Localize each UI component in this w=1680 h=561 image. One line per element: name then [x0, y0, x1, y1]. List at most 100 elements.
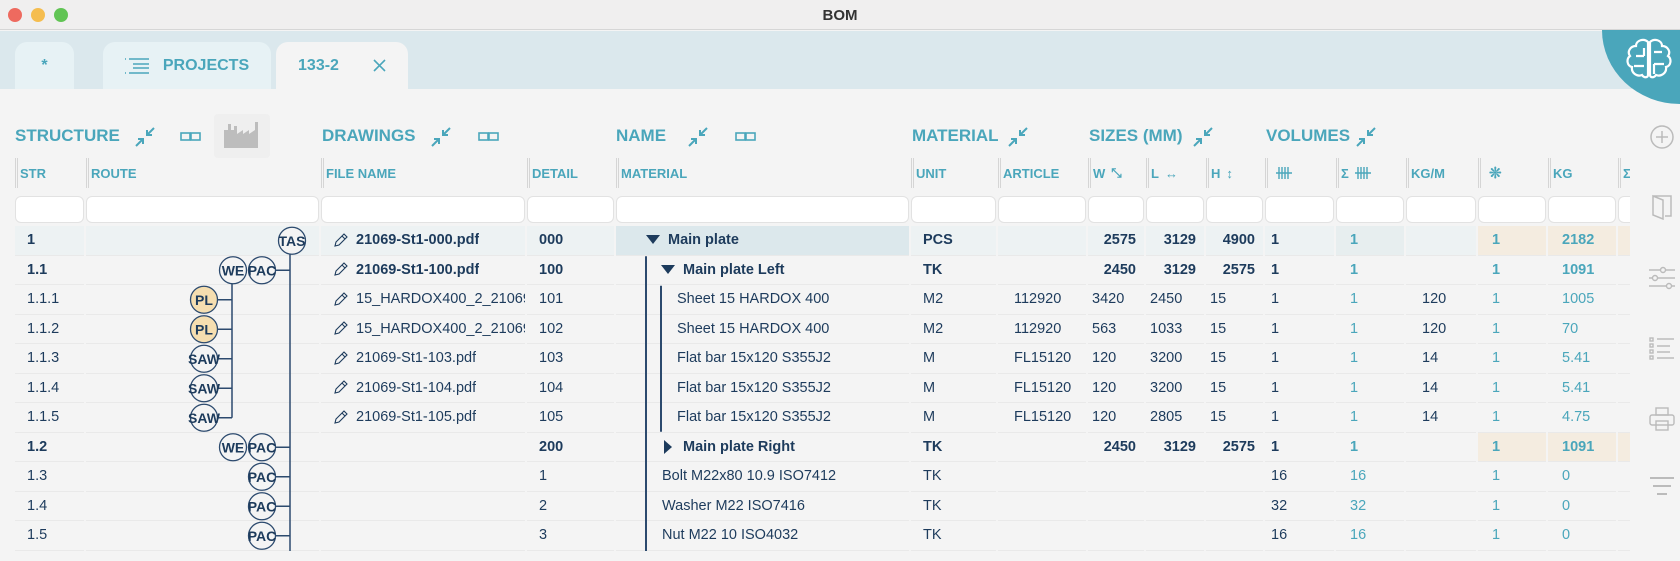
table-row[interactable]: 1 21069-St1-000.pdf 000 Main plate PCS 2… [15, 226, 1630, 256]
add-circle-icon[interactable] [1649, 124, 1675, 150]
checklist-icon[interactable] [1649, 336, 1675, 362]
file-name[interactable]: 15_HARDOX400_2_21069-St1-101.pdf [356, 291, 525, 308]
pencil-icon[interactable] [333, 232, 348, 248]
maximize-window-button[interactable] [54, 8, 68, 22]
column-filter-input[interactable] [321, 196, 525, 223]
column-header[interactable]: KG/M [1406, 158, 1476, 188]
file-name-cell[interactable] [321, 491, 525, 521]
name-cell[interactable]: Washer M22 ISO7416 [616, 491, 909, 521]
column-header[interactable]: W ⤡ [1088, 158, 1144, 188]
file-name[interactable]: 21069-St1-104.pdf [356, 379, 477, 396]
column-filter-input[interactable] [1406, 196, 1476, 223]
pencil-icon[interactable] [333, 291, 348, 307]
name-cell[interactable]: Flat bar 15x120 S355J2 [616, 344, 909, 374]
pencil-icon[interactable] [333, 262, 348, 277]
file-name-cell[interactable]: 21069-St1-100.pdf [321, 255, 525, 285]
collapsed-triangle-icon[interactable] [661, 439, 675, 454]
sliders-icon[interactable] [1649, 265, 1675, 291]
table-row[interactable]: 1.1 21069-St1-100.pdf 100 Main plate Lef… [15, 255, 1630, 285]
column-filter-input[interactable] [1478, 196, 1546, 223]
pencil-icon[interactable] [333, 409, 348, 425]
collapse-icon[interactable] [1192, 126, 1214, 148]
column-header[interactable]: ❊ [1478, 158, 1546, 188]
table-row[interactable]: 1.1.1 15_HARDOX400_2_21069-St1-101.pdf 1… [15, 285, 1630, 315]
name-cell[interactable]: Main plate Right [616, 432, 909, 462]
column-filter-input[interactable] [15, 196, 84, 223]
file-name-cell[interactable]: 21069-St1-104.pdf [321, 373, 525, 403]
collapse-icon[interactable] [134, 126, 156, 148]
tab-projects[interactable]: PROJECTS [103, 42, 271, 89]
column-header[interactable]: STR [15, 158, 84, 188]
name-cell[interactable]: Main plate [616, 226, 909, 256]
printer-icon[interactable] [1649, 406, 1675, 432]
file-name-cell[interactable]: 21069-St1-103.pdf [321, 344, 525, 374]
column-filter-input[interactable] [1548, 196, 1616, 223]
pencil-icon[interactable] [333, 380, 348, 395]
column-header[interactable]: FILE NAME [321, 158, 525, 188]
column-header[interactable]: MATERIAL [616, 158, 909, 188]
column-header[interactable]: KG [1548, 158, 1616, 188]
split-view-icon[interactable] [478, 126, 500, 148]
file-name-cell[interactable] [321, 432, 525, 462]
column-header[interactable]: ARTICLE [998, 158, 1086, 188]
tab-star[interactable]: * [15, 42, 74, 89]
column-filter-input[interactable] [911, 196, 996, 223]
column-filter-input[interactable] [1146, 196, 1204, 223]
column-filter-input[interactable] [1088, 196, 1144, 223]
expand-triangle-icon[interactable] [661, 264, 675, 275]
file-name-cell[interactable]: 21069-St1-105.pdf [321, 403, 525, 433]
column-header[interactable]: Σ [1336, 158, 1404, 188]
table-row[interactable]: 1.1.5 21069-St1-105.pdf 105 Flat bar 15x… [15, 403, 1630, 433]
file-name-cell[interactable] [321, 521, 525, 551]
brain-logo-button[interactable] [1602, 30, 1680, 104]
expand-triangle-icon[interactable] [646, 235, 660, 245]
tab-133-2[interactable]: 133-2 [276, 42, 408, 89]
column-header[interactable]: DETAIL [527, 158, 614, 188]
split-view-icon[interactable] [180, 126, 202, 148]
column-filter-input[interactable] [86, 196, 319, 223]
column-filter-input[interactable] [998, 196, 1086, 223]
name-cell[interactable]: Nut M22 10 ISO4032 [616, 521, 909, 551]
name-cell[interactable]: Flat bar 15x120 S355J2 [616, 373, 909, 403]
name-cell[interactable]: Main plate Left [616, 255, 909, 285]
file-name-cell[interactable] [321, 462, 525, 492]
collapse-icon[interactable] [687, 126, 709, 148]
column-header[interactable]: H ↕ [1206, 158, 1263, 188]
column-filter-input[interactable] [616, 196, 909, 223]
filter-lines-icon[interactable] [1649, 474, 1675, 500]
table-row[interactable]: 1.1.3 21069-St1-103.pdf 103 Flat bar 15x… [15, 344, 1630, 374]
column-header[interactable]: UNIT [911, 158, 996, 188]
door-icon[interactable] [1649, 194, 1675, 220]
table-row[interactable]: 1.2 200 Main plate Right TK 2450 3129 25… [15, 432, 1630, 462]
column-header[interactable]: L ↔ [1146, 158, 1204, 188]
factory-button[interactable] [214, 114, 270, 158]
split-view-icon[interactable] [735, 126, 757, 148]
name-cell[interactable]: Flat bar 15x120 S355J2 [616, 403, 909, 433]
table-row[interactable]: 1.5 3 Nut M22 10 ISO4032 TK 16 16 1 0 [15, 521, 1630, 551]
collapse-icon[interactable] [430, 126, 452, 148]
table-row[interactable]: 1.1.2 15_HARDOX400_2_21069-St1-102.pdf 1… [15, 314, 1630, 344]
file-name-cell[interactable]: 21069-St1-000.pdf [321, 226, 525, 256]
collapse-icon[interactable] [1007, 126, 1029, 148]
column-filter-input[interactable] [1206, 196, 1263, 223]
column-filter-input[interactable] [527, 196, 614, 223]
file-name[interactable]: 21069-St1-103.pdf [356, 350, 477, 367]
close-icon[interactable] [373, 59, 386, 72]
table-row[interactable]: 1.3 1 Bolt M22x80 10.9 ISO7412 TK 16 16 … [15, 462, 1630, 492]
column-header[interactable] [1265, 158, 1334, 188]
file-name[interactable]: 21069-St1-100.pdf [356, 261, 480, 278]
file-name[interactable]: 15_HARDOX400_2_21069-St1-102.pdf [356, 320, 525, 337]
collapse-icon[interactable] [1355, 126, 1377, 148]
pencil-icon[interactable] [333, 350, 348, 366]
column-filter-input[interactable] [1618, 196, 1630, 223]
table-row[interactable]: 1.4 2 Washer M22 ISO7416 TK 32 32 1 0 [15, 491, 1630, 521]
file-name-cell[interactable]: 15_HARDOX400_2_21069-St1-102.pdf [321, 314, 525, 344]
column-header[interactable]: ROUTE [86, 158, 319, 188]
file-name[interactable]: 21069-St1-105.pdf [356, 409, 477, 426]
file-name[interactable]: 21069-St1-000.pdf [356, 232, 480, 249]
column-filter-input[interactable] [1265, 196, 1334, 223]
minimize-window-button[interactable] [31, 8, 45, 22]
table-row[interactable]: 1.1.4 21069-St1-104.pdf 104 Flat bar 15x… [15, 373, 1630, 403]
column-header[interactable]: Σ [1618, 158, 1630, 188]
name-cell[interactable]: Sheet 15 HARDOX 400 [616, 314, 909, 344]
